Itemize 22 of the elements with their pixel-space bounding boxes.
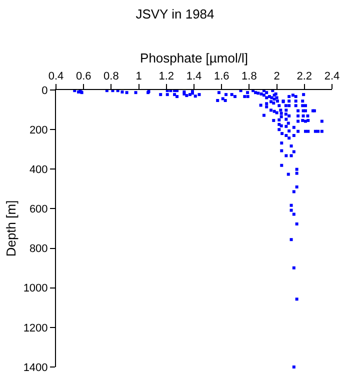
y-tick-label: 0 <box>42 84 48 97</box>
x-tick-label: 1.6 <box>214 70 230 83</box>
x-tick-label: 1.8 <box>242 70 257 83</box>
x-tick-label: 2.4 <box>324 70 340 83</box>
y-tick-label: 1000 <box>23 282 48 295</box>
y-tick-label: 400 <box>29 164 48 176</box>
x-tick-label: 0.8 <box>104 70 119 83</box>
y-tick-label: 800 <box>29 243 48 256</box>
x-tick-label: 1.2 <box>158 70 174 83</box>
chart-title: JSVY in 1984 <box>136 6 214 22</box>
y-tick-label: 1200 <box>23 322 48 334</box>
x-axis-title: Phosphate [µmol/l] <box>140 50 248 66</box>
y-tick-label: 600 <box>29 204 48 216</box>
x-tick-label: 0.4 <box>48 70 64 83</box>
y-tick-label: 1400 <box>23 362 48 374</box>
x-tick-label: 1.4 <box>186 70 202 83</box>
y-axis-title: Depth [m] <box>3 200 18 257</box>
x-tick-label: 1 <box>136 70 142 83</box>
x-tick-label: 2.2 <box>296 70 312 83</box>
x-tick-label: 0.6 <box>76 70 92 83</box>
x-tick-label: 2 <box>274 70 280 83</box>
y-tick-label: 200 <box>29 124 48 136</box>
